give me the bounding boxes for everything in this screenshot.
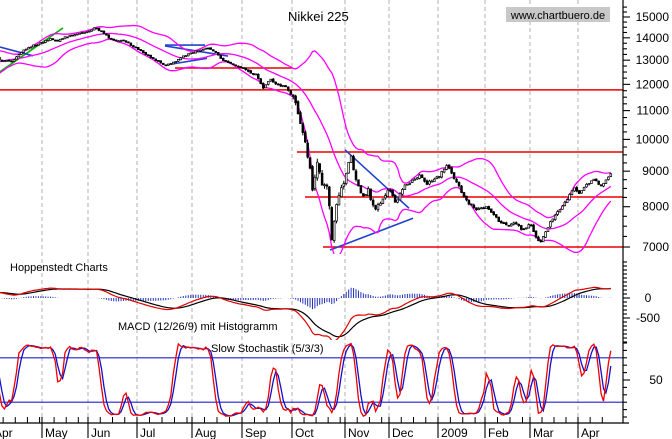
macd-line — [0, 286, 611, 340]
chart-title: Nikkei 225 — [288, 9, 349, 24]
svg-text:Apr: Apr — [0, 426, 13, 439]
axis-labels: 15000 14000 13000 12000 11000 10000 9000 8000 70… — [0, 10, 669, 439]
stoch-label: Slow Stochastik (5/3/3) — [211, 343, 324, 355]
publisher-label: Hoppenstedt Charts — [10, 262, 108, 274]
svg-text:Aug: Aug — [195, 426, 216, 439]
stochastic-threshold-lines — [0, 357, 623, 403]
svg-text:Oct: Oct — [295, 426, 314, 439]
watermark-text: www.chartbuero.de — [510, 10, 605, 22]
stochastic-k-line — [0, 342, 612, 417]
svg-text:8000: 8000 — [642, 200, 669, 214]
svg-text:2009: 2009 — [441, 426, 468, 439]
svg-text:15000: 15000 — [636, 10, 670, 24]
svg-text:13000: 13000 — [636, 53, 670, 67]
macd-panel — [0, 286, 612, 340]
svg-text:Jul: Jul — [140, 426, 155, 439]
svg-text:10000: 10000 — [636, 132, 670, 146]
svg-text:Dec: Dec — [392, 426, 413, 439]
svg-text:May: May — [45, 426, 68, 439]
month-gridlines — [41, 0, 579, 423]
svg-text:-500: -500 — [636, 311, 660, 325]
macd-histogram — [1, 287, 612, 310]
svg-text:14000: 14000 — [636, 31, 670, 45]
svg-text:Feb: Feb — [488, 426, 509, 439]
macd-signal-line — [0, 288, 611, 338]
svg-text:12000: 12000 — [636, 77, 670, 91]
svg-text:Apr: Apr — [581, 426, 600, 439]
svg-text:7000: 7000 — [642, 240, 669, 254]
svg-text:Mar: Mar — [533, 426, 554, 439]
macd-label: MACD (12/26/9) mit Histogramm — [118, 321, 278, 333]
svg-text:11000: 11000 — [637, 104, 670, 118]
svg-text:Nov: Nov — [348, 426, 369, 439]
svg-text:Jun: Jun — [91, 426, 110, 439]
candlestick-series — [0, 27, 613, 243]
green-trendline — [0, 27, 64, 73]
svg-text:50: 50 — [649, 373, 663, 387]
svg-text:0: 0 — [645, 291, 652, 305]
axes — [0, 0, 630, 438]
svg-text:9000: 9000 — [642, 164, 669, 178]
svg-text:Sep: Sep — [245, 426, 267, 439]
watermark: www.chartbuero.de — [506, 7, 610, 22]
stochastic-panel — [0, 342, 623, 417]
blue-trendlines — [0, 44, 414, 251]
